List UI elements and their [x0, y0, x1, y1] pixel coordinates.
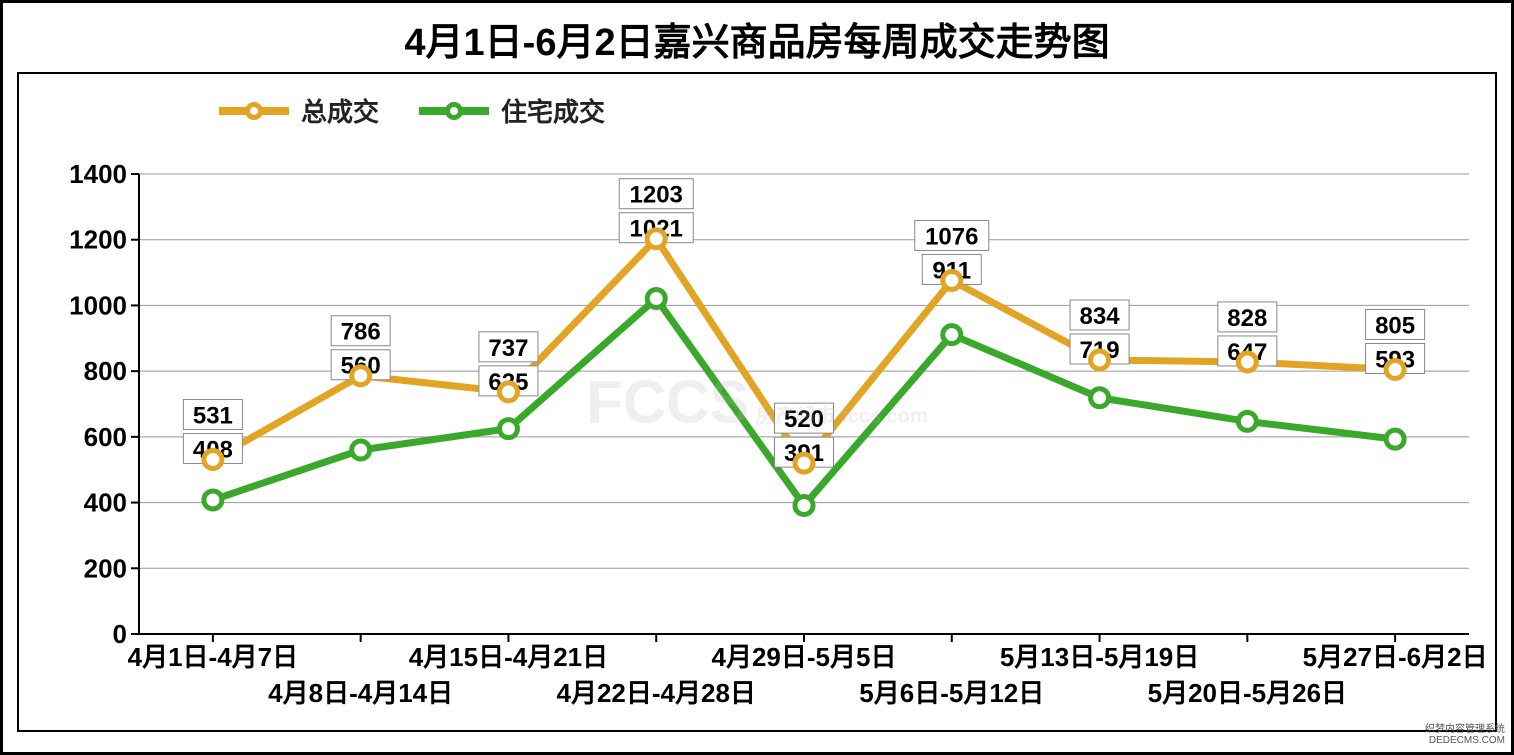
svg-text:828: 828: [1227, 305, 1267, 332]
legend-swatch-total: [219, 107, 289, 115]
svg-text:805: 805: [1375, 313, 1415, 340]
svg-text:200: 200: [84, 553, 127, 583]
footer-line1: 织梦内容管理系统: [1425, 724, 1505, 735]
svg-text:400: 400: [84, 488, 127, 518]
legend-label-total: 总成交: [301, 92, 379, 129]
footer-line2: DEDECMS.COM: [1429, 735, 1505, 746]
svg-text:0: 0: [113, 619, 127, 649]
svg-text:737: 737: [488, 335, 528, 362]
legend-swatch-residential: [419, 107, 489, 115]
svg-text:4月15日-4月21日: 4月15日-4月21日: [409, 642, 608, 672]
svg-text:4月8日-4月14日: 4月8日-4月14日: [268, 678, 453, 708]
svg-text:1076: 1076: [925, 223, 978, 250]
svg-text:834: 834: [1080, 303, 1121, 330]
svg-text:600: 600: [84, 422, 127, 452]
legend-item-residential: 住宅成交: [419, 92, 605, 129]
svg-text:4月1日-4月7日: 4月1日-4月7日: [128, 642, 299, 672]
svg-text:531: 531: [193, 403, 233, 430]
svg-text:1400: 1400: [69, 159, 127, 189]
legend-label-residential: 住宅成交: [501, 92, 605, 129]
svg-text:1000: 1000: [69, 290, 127, 320]
legend-item-total: 总成交: [219, 92, 379, 129]
svg-text:786: 786: [341, 319, 381, 346]
svg-text:800: 800: [84, 356, 127, 386]
svg-text:1200: 1200: [69, 225, 127, 255]
svg-text:4月22日-4月28日: 4月22日-4月28日: [557, 678, 756, 708]
svg-text:1203: 1203: [630, 182, 683, 209]
svg-text:520: 520: [784, 406, 824, 433]
legend: 总成交 住宅成交: [219, 92, 605, 129]
svg-text:5月27日-6月2日: 5月27日-6月2日: [1303, 642, 1488, 672]
svg-text:4月29日-5月5日: 4月29日-5月5日: [712, 642, 897, 672]
chart-plot: 0 200 400 600 800 1000 1200 1400 4月1日-4月7日 4月8日-4…: [19, 74, 1495, 730]
svg-text:5月6日-5月12日: 5月6日-5月12日: [859, 678, 1044, 708]
chart-title: 4月1日-6月2日嘉兴商品房每周成交走势图: [3, 11, 1511, 66]
outer-frame: 4月1日-6月2日嘉兴商品房每周成交走势图 总成交 住宅成交 FCCS房产超市 …: [0, 0, 1514, 755]
svg-text:5月13日-5月19日: 5月13日-5月19日: [1000, 642, 1199, 672]
chart-outer-box: 总成交 住宅成交 FCCS房产超市 fccs.com 0200400600800…: [17, 72, 1497, 732]
footer-credit: 织梦内容管理系统 DEDECMS.COM: [1425, 724, 1505, 746]
svg-text:5月20日-5月26日: 5月20日-5月26日: [1148, 678, 1347, 708]
